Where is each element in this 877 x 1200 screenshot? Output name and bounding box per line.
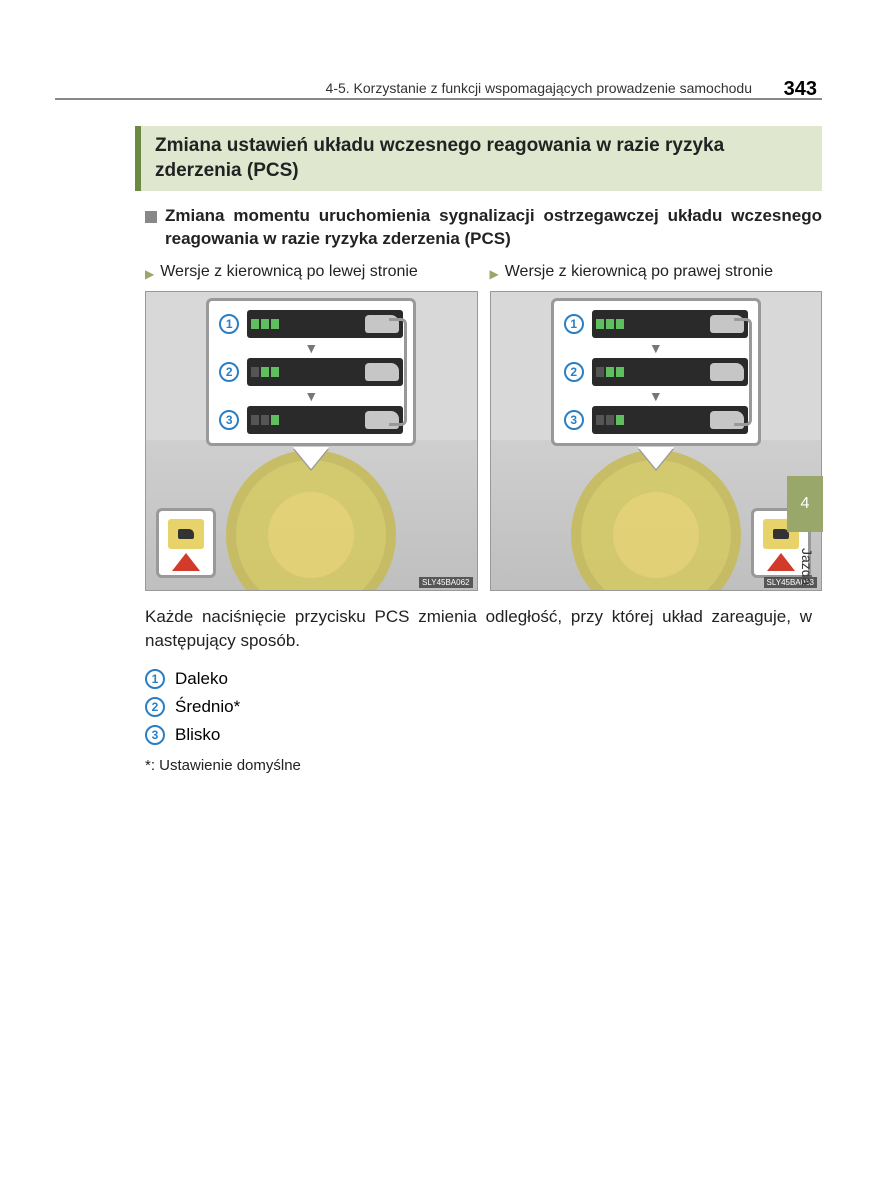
loop-arrow-icon — [389, 318, 407, 426]
screen-row-3: 3 — [564, 406, 748, 434]
loop-arrow-icon — [734, 318, 752, 426]
chapter-side-label: Jazda — [799, 548, 815, 585]
breadcrumb: 4-5. Korzystanie z funkcji wspomagającyc… — [55, 80, 822, 96]
pcs-button-icon — [168, 519, 204, 549]
column-left-heading-text: Wersje z kierownicą po lewej stronie — [160, 263, 418, 281]
display-callout: 1 ▼ 2 — [551, 298, 761, 446]
step-number-1: 1 — [219, 314, 239, 334]
sub-heading-text: Zmiana momentu uruchomienia sygnalizacji… — [165, 205, 822, 251]
column-right-heading: ▶ Wersje z kierownicą po prawej stronie — [490, 263, 823, 281]
arrow-down-icon: ▼ — [564, 389, 748, 403]
caption-text: Każde naciśnięcie przycisku PCS zmienia … — [145, 605, 812, 653]
triangle-bullet-icon: ▶ — [145, 267, 154, 281]
column-right: ▶ Wersje z kierownicą po prawej stronie … — [490, 263, 823, 591]
list-item: 2 Średnio* — [145, 697, 822, 717]
chapter-tab-number: 4 — [801, 495, 810, 513]
screen-row-1: 1 — [564, 310, 748, 338]
step-number-2: 2 — [564, 362, 584, 382]
image-reference-code: SLY45BA062 — [419, 577, 472, 588]
manual-page: 4-5. Korzystanie z funkcji wspomagającyc… — [0, 0, 877, 826]
header-divider — [55, 98, 822, 100]
distance-display-near — [247, 406, 403, 434]
callout-pointer-icon — [293, 447, 329, 469]
distance-display-far — [247, 310, 403, 338]
list-number-1: 1 — [145, 669, 165, 689]
section-title: Zmiana ustawień układu wczesnego reagowa… — [155, 134, 808, 183]
pcs-button-callout — [156, 508, 216, 578]
content-area: Zmiana ustawień układu wczesnego reagowa… — [135, 126, 822, 774]
distance-display-near — [592, 406, 748, 434]
red-arrow-up-icon — [172, 553, 200, 571]
chapter-tab: 4 — [787, 476, 823, 532]
distance-display-mid — [592, 358, 748, 386]
arrow-down-icon: ▼ — [564, 341, 748, 355]
step-number-2: 2 — [219, 362, 239, 382]
step-number-3: 3 — [564, 410, 584, 430]
list-label-1: Daleko — [175, 669, 228, 689]
column-left-heading: ▶ Wersje z kierownicą po lewej stronie — [145, 263, 478, 281]
square-bullet-icon — [145, 211, 157, 223]
screen-row-2: 2 — [564, 358, 748, 386]
diagram-left: 1 ▼ 2 — [145, 291, 478, 591]
arrow-down-icon: ▼ — [219, 341, 403, 355]
callout-pointer-icon — [638, 447, 674, 469]
display-callout: 1 ▼ 2 — [206, 298, 416, 446]
numbered-list: 1 Daleko 2 Średnio* 3 Blisko — [145, 669, 822, 745]
two-column-layout: ▶ Wersje z kierownicą po lewej stronie 1 — [145, 263, 822, 591]
red-arrow-up-icon — [767, 553, 795, 571]
list-label-2: Średnio* — [175, 697, 240, 717]
diagram-right: 1 ▼ 2 — [490, 291, 823, 591]
list-number-2: 2 — [145, 697, 165, 717]
step-number-3: 3 — [219, 410, 239, 430]
arrow-down-icon: ▼ — [219, 389, 403, 403]
step-number-1: 1 — [564, 314, 584, 334]
screen-row-3: 3 — [219, 406, 403, 434]
footnote: *: Ustawienie domyślne — [145, 757, 812, 774]
column-right-heading-text: Wersje z kierownicą po prawej stronie — [505, 263, 773, 281]
section-title-box: Zmiana ustawień układu wczesnego reagowa… — [135, 126, 822, 191]
triangle-bullet-icon: ▶ — [490, 267, 499, 281]
sub-heading: Zmiana momentu uruchomienia sygnalizacji… — [145, 205, 822, 251]
column-left: ▶ Wersje z kierownicą po lewej stronie 1 — [145, 263, 478, 591]
list-number-3: 3 — [145, 725, 165, 745]
distance-display-far — [592, 310, 748, 338]
list-label-3: Blisko — [175, 725, 220, 745]
screen-row-1: 1 — [219, 310, 403, 338]
distance-display-mid — [247, 358, 403, 386]
screen-row-2: 2 — [219, 358, 403, 386]
list-item: 1 Daleko — [145, 669, 822, 689]
list-item: 3 Blisko — [145, 725, 822, 745]
